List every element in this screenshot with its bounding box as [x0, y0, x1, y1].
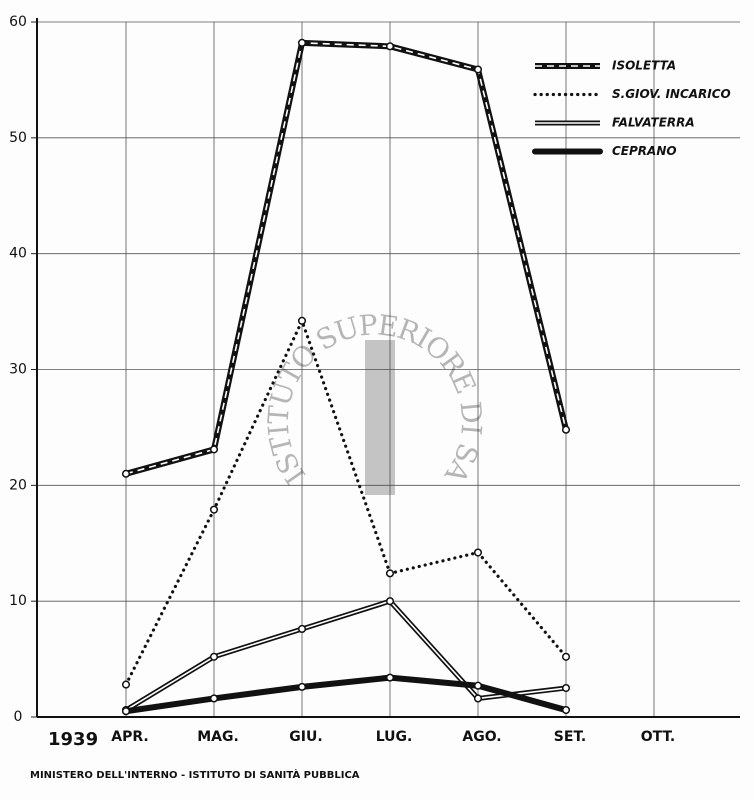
legend-label: S.GIOV. INCARICO: [612, 87, 731, 101]
y-tick-label: 30: [9, 362, 27, 378]
x-tick-label: LUG.: [376, 729, 413, 745]
data-point: [209, 694, 219, 703]
y-tick-label: 60: [9, 14, 27, 30]
y-tick-label: 20: [9, 477, 27, 493]
data-point: [209, 652, 219, 661]
series-line-core: [125, 600, 567, 711]
year-label: 1939: [48, 729, 98, 750]
data-point: [561, 425, 571, 434]
y-tick-label: 50: [9, 130, 27, 146]
data-point: [297, 624, 307, 634]
data-point: [121, 469, 131, 478]
data-point: [561, 652, 571, 661]
x-tick-label: OTT.: [641, 729, 676, 745]
data-point: [385, 569, 395, 578]
data-point: [473, 548, 483, 557]
x-tick-label: APR.: [111, 729, 148, 745]
x-tick-label: MAG.: [197, 729, 239, 745]
watermark-emblem: [365, 340, 395, 495]
y-tick-label: 40: [9, 246, 27, 262]
data-point: [297, 682, 307, 691]
data-point: [473, 694, 483, 703]
y-tick-label: 0: [14, 709, 23, 725]
series-line: [123, 674, 569, 715]
data-point: [209, 445, 219, 454]
data-point: [121, 707, 131, 716]
data-point: [121, 680, 131, 689]
data-point: [385, 42, 395, 51]
legend-label: ISOLETTA: [612, 59, 676, 73]
legend-label: CEPRANO: [612, 144, 677, 158]
data-point: [297, 38, 307, 47]
data-point: [297, 316, 307, 325]
data-point: [385, 597, 395, 606]
footer: MINISTERO DELL'INTERNO - ISTITUTO DI SAN…: [30, 768, 360, 781]
data-point: [561, 683, 571, 693]
legend-label: FALVATERRA: [612, 116, 695, 130]
series-line-core: [125, 42, 567, 475]
x-tick-label: AGO.: [462, 729, 501, 745]
data-point: [385, 673, 395, 682]
data-point: [209, 505, 219, 514]
series-line: [124, 319, 568, 687]
data-point: [473, 681, 483, 690]
data-point: [473, 65, 483, 74]
x-tick-label: SET.: [554, 729, 586, 745]
data-point: [561, 706, 571, 715]
x-tick-label: GIU.: [289, 729, 322, 745]
y-tick-label: 10: [9, 593, 27, 609]
